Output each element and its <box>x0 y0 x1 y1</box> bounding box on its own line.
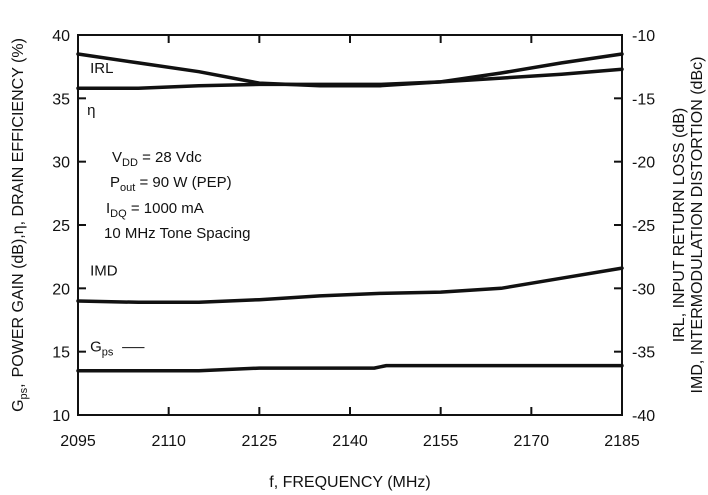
y-left-tick-label: 15 <box>52 345 70 362</box>
x-tick-label: 2170 <box>514 433 550 450</box>
x-tick-label: 2110 <box>151 433 186 450</box>
y-left-tick-label: 20 <box>52 281 70 298</box>
y-left-tick-label: 10 <box>52 408 70 425</box>
series-label-η: η <box>87 102 95 119</box>
series-lines <box>76 52 624 373</box>
tick-marks <box>77 34 623 416</box>
y-right-tick-label: -35 <box>632 345 655 362</box>
x-tick-label: 2125 <box>242 433 278 450</box>
x-tick-label: 2140 <box>332 433 368 450</box>
y-left-tick-label: 25 <box>52 218 70 235</box>
y-right-tick-label: -30 <box>632 281 655 298</box>
y-right-tick-label: -25 <box>632 218 655 235</box>
series-label-Gps: Gps <box>90 339 114 359</box>
y-axis-left-title: Gps, POWER GAIN (dB),η, DRAIN EFFICIENCY … <box>10 38 30 412</box>
x-tick-label: 2095 <box>60 433 96 450</box>
condition-line: 10 MHz Tone Spacing <box>104 225 250 242</box>
condition-line: IDQ = 1000 mA <box>106 200 204 220</box>
series-labels: IRL η IMD Gps <box>87 60 145 359</box>
y-left-tick-label: 40 <box>52 28 70 45</box>
series-line-IRL <box>76 52 624 88</box>
y-right-tick-label: -10 <box>632 28 655 45</box>
y-left-tick-label: 30 <box>52 155 70 172</box>
series-label-IRL: IRL <box>90 60 113 77</box>
condition-line: Pout = 90 W (PEP) <box>110 174 232 194</box>
y-axis-left-prefix-suffix: , <box>10 383 27 387</box>
y-right-tick-label: -15 <box>632 91 655 108</box>
x-tick-label: 2185 <box>604 433 640 450</box>
y-axis-right-title-line1: IRL, INPUT RETURN LOSS (dB) <box>671 108 688 342</box>
series-line-IMD <box>76 266 624 305</box>
condition-line: VDD = 28 Vdc <box>112 149 202 169</box>
conditions-annotation: VDD = 28 Vdc Pout = 90 W (PEP) IDQ = 1000 … <box>104 149 250 242</box>
x-axis-title: f, FREQUENCY (MHz) <box>269 474 430 491</box>
series-label-IMD: IMD <box>90 263 118 280</box>
y-right-tick-label: -20 <box>632 155 655 172</box>
y-right-tick-label: -40 <box>632 408 655 425</box>
y-axis-left-main: POWER GAIN (dB),η, DRAIN EFFICIENCY (%) <box>10 38 27 377</box>
y-axis-left-prefix: G <box>10 399 27 411</box>
x-tick-label: 2155 <box>423 433 459 450</box>
y-axis-right-title-line2: IMD, INTERMODULATION DISTORTION (dBc) <box>689 57 706 394</box>
y-axis-left-prefix-sub: ps <box>18 387 30 399</box>
y-left-tick-label: 35 <box>52 91 70 108</box>
series-line-Gps <box>76 363 624 373</box>
tick-labels: 2095 2110 2125 2140 2155 2170 2185 10 15 20 25 30 35… <box>52 28 655 450</box>
series-line-η <box>76 67 624 90</box>
